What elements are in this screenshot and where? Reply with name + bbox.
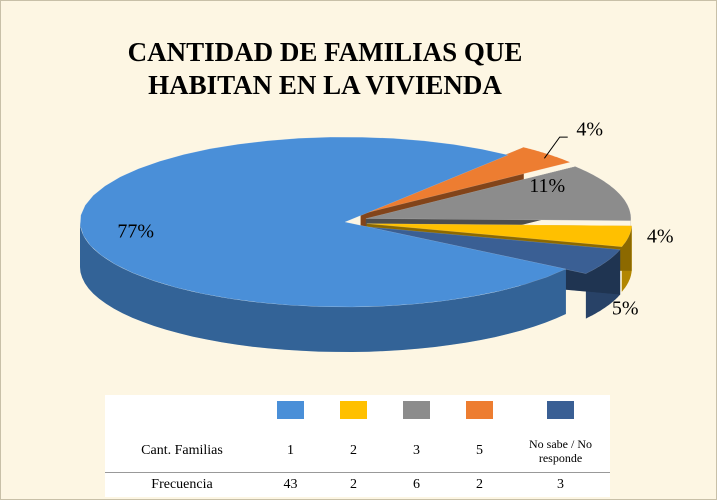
pie-slice <box>79 136 567 308</box>
data-table: Cant. Familias 1 2 3 5 No sabe / No responde … <box>105 395 610 497</box>
pie-slice <box>365 166 632 221</box>
frequency-value: 3 <box>511 471 610 497</box>
pie-chart: 4% 11% 4% 5% 77% <box>79 119 674 352</box>
category-row: Cant. Familias 1 2 3 5 No sabe / No responde <box>105 430 610 473</box>
row-label: Cant. Familias <box>141 442 223 458</box>
pie-slice <box>360 147 571 215</box>
frequency-value: 2 <box>448 471 511 497</box>
data-label: 77% <box>117 220 154 242</box>
data-label: 5% <box>612 297 639 319</box>
pie-slice <box>364 226 621 274</box>
frequency-value: 6 <box>385 471 448 497</box>
legend-swatch <box>403 400 430 419</box>
legend-swatch <box>340 400 367 419</box>
data-label: 4% <box>647 225 674 247</box>
slice-side <box>80 222 566 352</box>
category-label: 5 <box>476 442 483 458</box>
legend-cell <box>448 395 511 430</box>
legend-cell <box>511 395 610 430</box>
category-label: 2 <box>350 442 357 458</box>
category-label: 1 <box>287 442 294 458</box>
frequency-value: 2 <box>322 471 385 497</box>
slice-side-shade <box>80 222 566 352</box>
data-label: 4% <box>576 119 603 141</box>
legend-cell <box>322 395 385 430</box>
legend-cell <box>259 395 322 430</box>
chart-title: CANTIDAD DE FAMILIAS QUE HABITAN EN LA V… <box>127 37 523 100</box>
data-label: 11% <box>529 175 565 197</box>
row-label: Frecuencia <box>105 471 259 497</box>
category-label: 3 <box>413 442 420 458</box>
leader-line <box>543 136 568 159</box>
legend-cell <box>385 395 448 430</box>
swatch-row <box>105 395 610 430</box>
frequency-row: Frecuencia 43 2 6 2 3 <box>105 471 610 497</box>
pie-slice <box>366 223 633 247</box>
frequency-value: 43 <box>259 471 322 497</box>
legend-swatch <box>547 400 574 419</box>
category-label: No sabe / No responde <box>529 436 592 465</box>
legend-swatch <box>466 400 493 419</box>
legend-swatch <box>277 400 304 419</box>
